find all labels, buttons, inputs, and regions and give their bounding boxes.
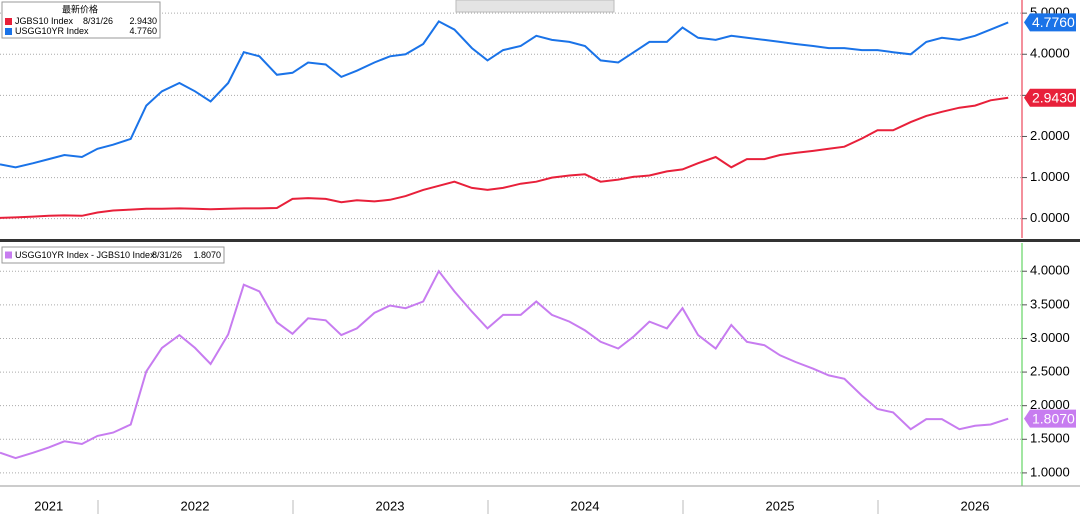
legend-date: 8/31/26 (83, 16, 113, 26)
y-tick-label: 1.5000 (1030, 431, 1070, 446)
x-tick-label: 2022 (181, 498, 210, 513)
legend-date: 8/31/26 (152, 250, 182, 260)
legend-value: 2.9430 (129, 16, 157, 26)
last-value-tag (1024, 88, 1076, 107)
legend-value: 1.8070 (193, 250, 221, 260)
x-tick-label: 2021 (34, 498, 63, 513)
y-tick-label: 4.0000 (1030, 263, 1070, 278)
x-tick-label: 2025 (766, 498, 795, 513)
y-tick-label: 2.0000 (1030, 128, 1070, 143)
legend-swatch (5, 28, 12, 35)
last-value-tag (1024, 13, 1076, 32)
toolbar (455, 0, 615, 13)
legend-header: 最新价格 (62, 3, 98, 14)
legend-box (1, 1, 161, 39)
series-line (0, 20, 1009, 169)
y-tick-label: 1.0000 (1030, 169, 1070, 184)
y-tick-label: 3.5000 (1030, 296, 1070, 311)
year-separators (97, 500, 879, 514)
legend-value: 4.7760 (129, 26, 157, 36)
last-value-tag (1024, 409, 1076, 428)
legend-swatch (5, 251, 12, 259)
panel-separator (0, 239, 1080, 242)
toolbar-box (455, 0, 615, 13)
legend-label: USGG10YR Index - JGBS10 Index (15, 250, 155, 260)
last-value-label: 1.8070 (1032, 410, 1075, 426)
x-tick-label: 2026 (961, 498, 990, 513)
last-value-label: 4.7760 (1032, 14, 1075, 30)
y-tick-label: 2.0000 (1030, 397, 1070, 412)
last-value-label: 2.9430 (1032, 89, 1075, 105)
y-tick-label: 0.0000 (1030, 210, 1070, 225)
legend-swatch (5, 18, 12, 25)
legend-label: USGG10YR Index (15, 26, 89, 36)
x-tick-label: 2023 (376, 498, 405, 513)
legend-box (1, 246, 225, 264)
series-line (0, 96, 1009, 219)
y-tick-label: 4.0000 (1030, 46, 1070, 61)
legend-top: 最新价格 JGBS10 Index 8/31/26 2.9430 USGG10Y… (1, 1, 161, 39)
series-line (0, 269, 1009, 460)
legend-bottom: USGG10YR Index - JGBS10 Index 8/31/26 1.… (1, 246, 225, 264)
y-tick-label: 3.0000 (1030, 330, 1070, 345)
y-tick-label: 1.0000 (1030, 464, 1070, 479)
legend-label: JGBS10 Index (15, 16, 74, 26)
x-tick-label: 2024 (571, 498, 600, 513)
y-tick-label: 2.5000 (1030, 364, 1070, 379)
